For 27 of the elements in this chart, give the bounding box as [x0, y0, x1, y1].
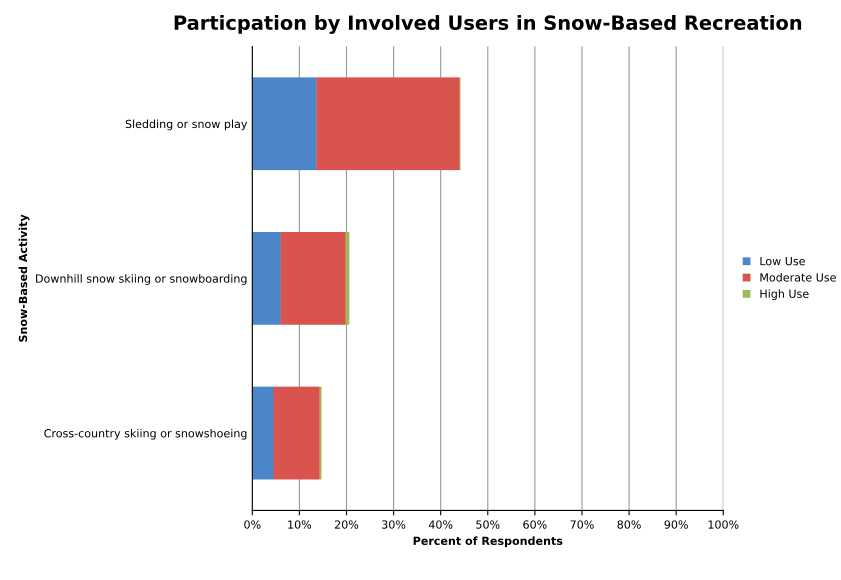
x-tick-label: 10%: [288, 520, 312, 529]
x-tick-label: 70%: [570, 520, 594, 529]
bar: [273, 386, 320, 480]
y-tick-label: Downhill snow skiing or snowboarding: [36, 274, 246, 285]
x-tick-label: 50%: [476, 520, 500, 529]
x-tick-label: 60%: [523, 520, 547, 529]
x-tick-label: 0%: [244, 520, 260, 529]
legend-label: High Use: [760, 289, 809, 300]
bar: [316, 77, 460, 170]
bar: [252, 386, 274, 480]
y-tick-label: Cross-country skiing or snowshoeing: [44, 428, 246, 440]
x-tick-label: 80%: [617, 520, 641, 529]
x-tick-label: 90%: [664, 520, 688, 529]
y-axis-title: Snow-Based Activity: [18, 214, 30, 342]
x-tick-label: 20%: [334, 520, 358, 529]
chart-title: Particpation by Involved Users in Snow-Based Recreation: [174, 14, 802, 34]
bar: [280, 232, 346, 325]
x-axis-title: Percent of Respondents: [414, 536, 562, 548]
legend-label: Low Use: [760, 257, 805, 266]
bar: [252, 77, 316, 170]
x-tick-label: 100%: [708, 520, 739, 529]
legend-label: Moderate Use: [760, 273, 836, 282]
bar: [252, 232, 281, 325]
y-tick-label: Sledding or snow play: [126, 120, 248, 130]
x-tick-label: 30%: [382, 520, 406, 529]
x-tick-label: 40%: [428, 520, 452, 529]
bar: [346, 232, 350, 325]
